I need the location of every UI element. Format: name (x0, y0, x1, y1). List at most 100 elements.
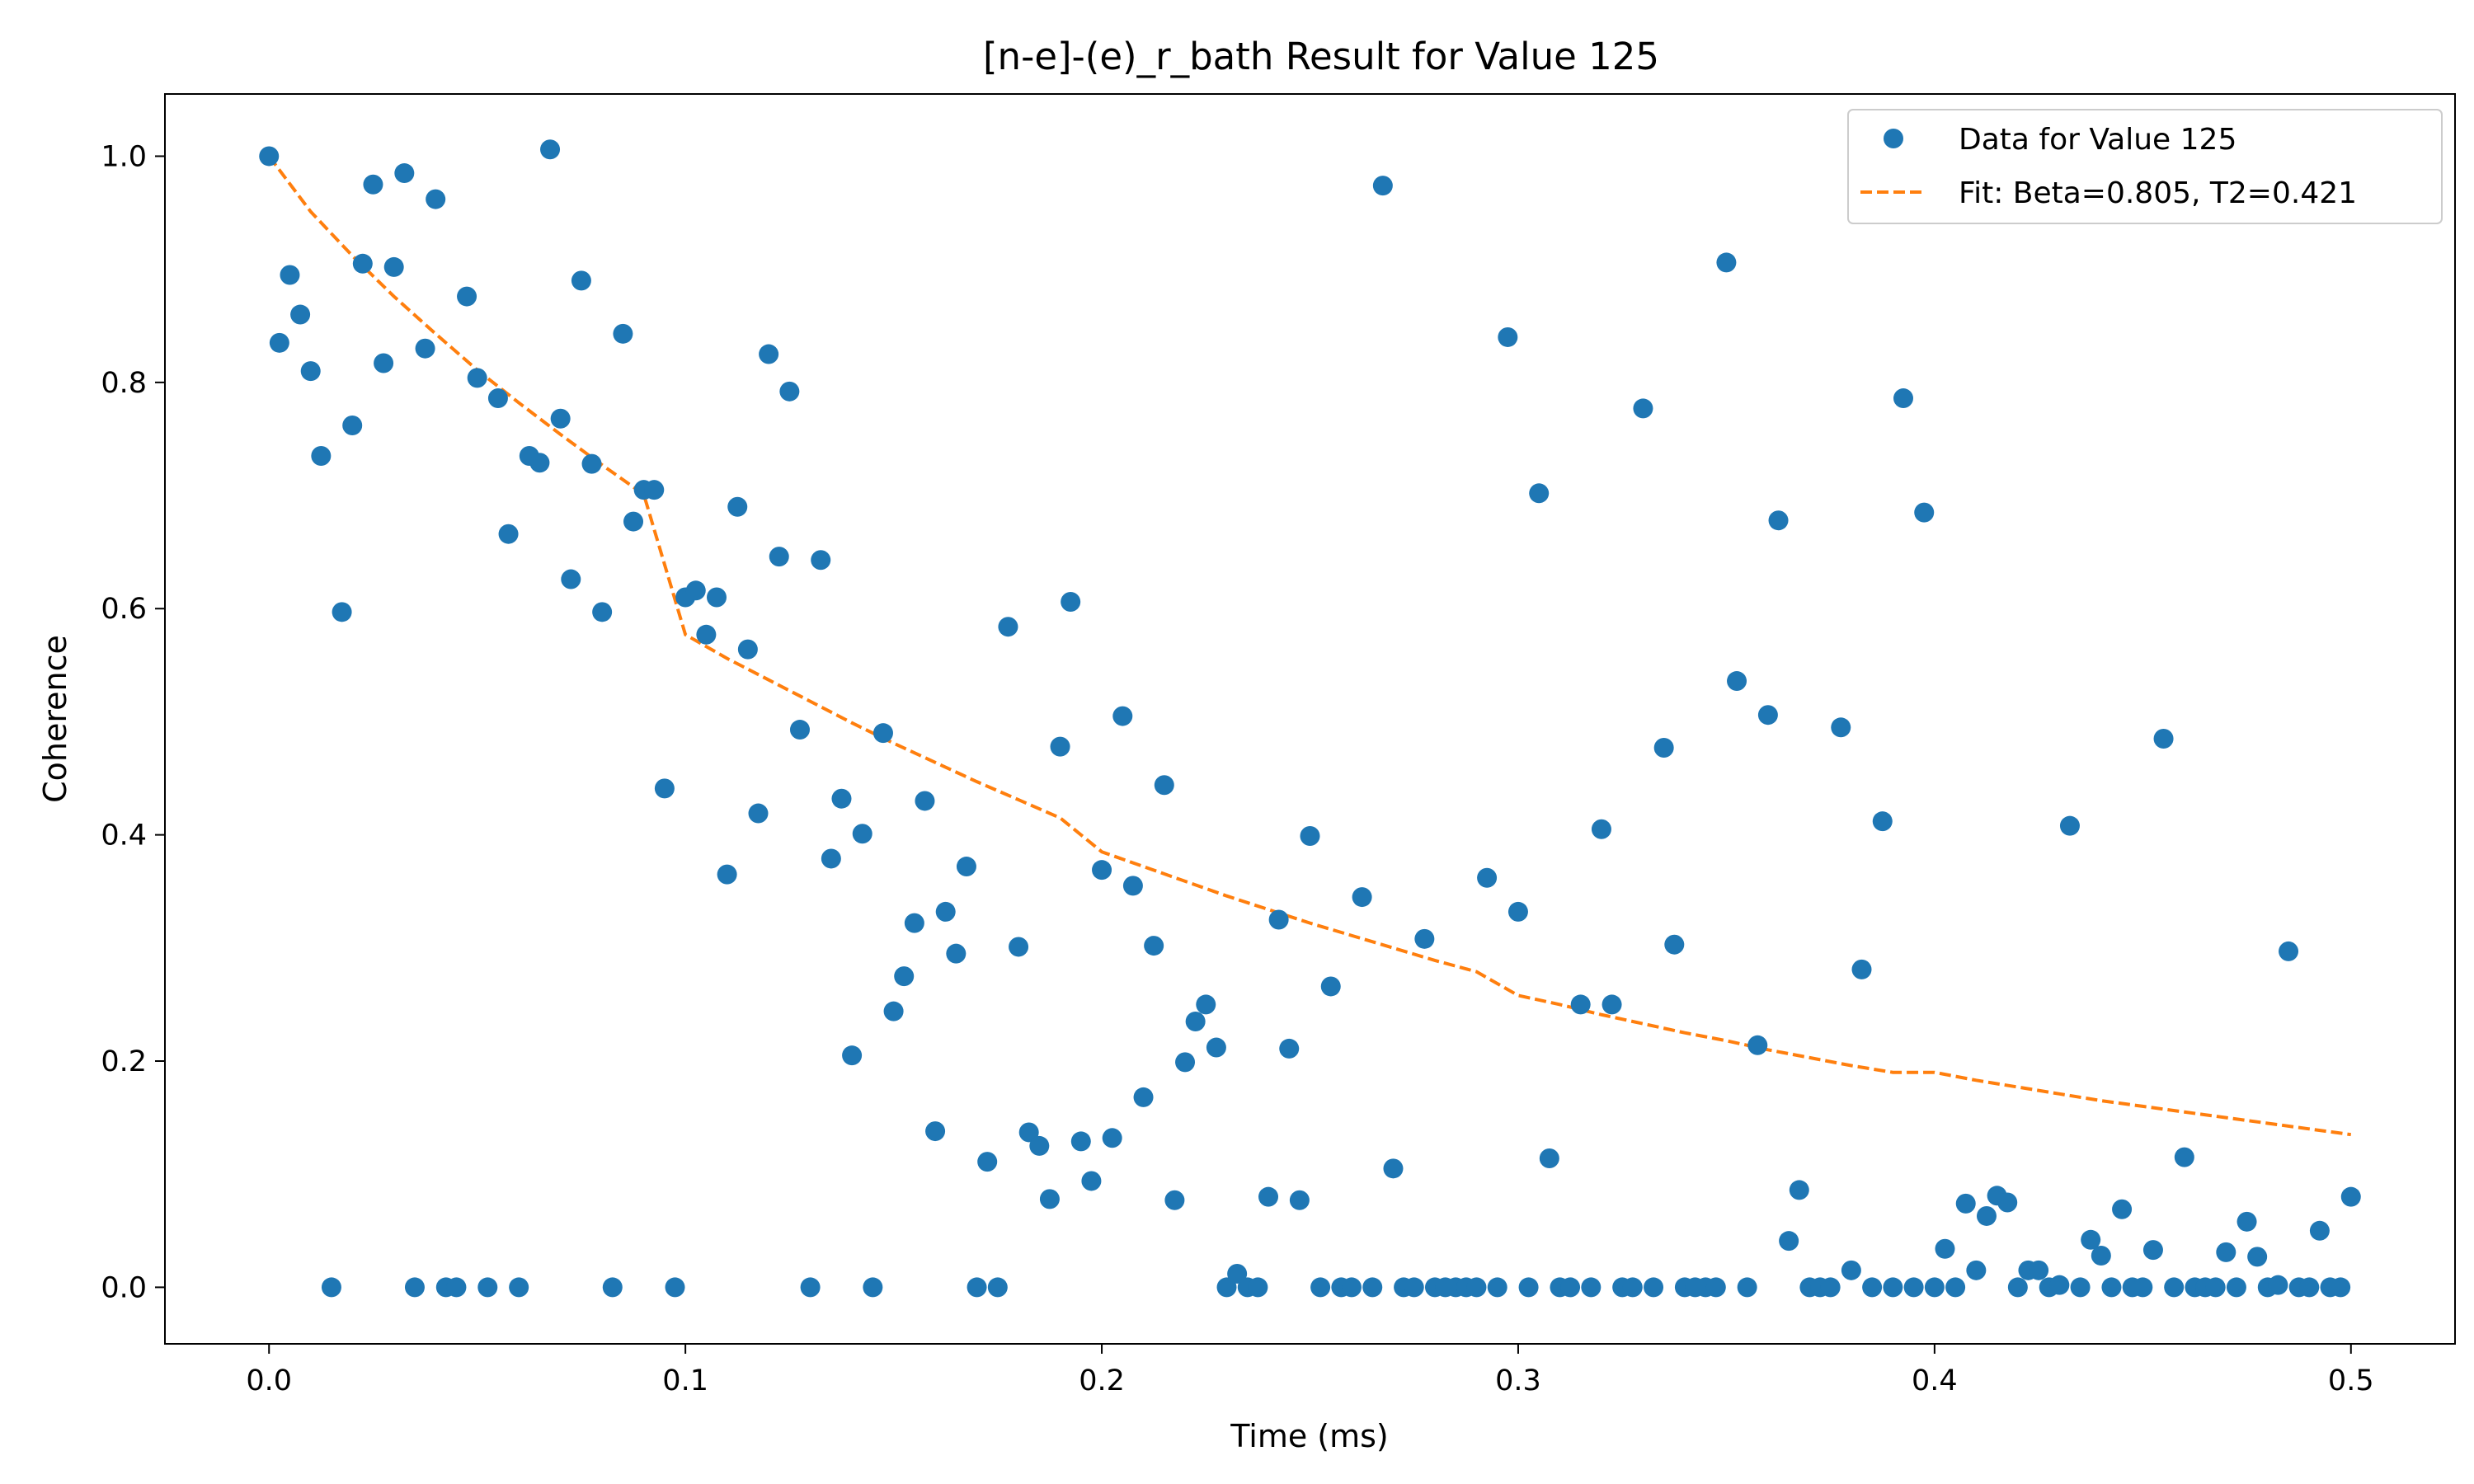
data-point (1300, 826, 1320, 846)
data-point (2071, 1277, 2091, 1297)
data-point (957, 857, 976, 876)
y-tick-label: 0.6 (101, 593, 147, 626)
data-point (873, 723, 893, 743)
data-point (551, 409, 571, 429)
data-point (529, 453, 549, 472)
x-axis-title: Time (ms) (1230, 1418, 1389, 1454)
data-point (1738, 1277, 1757, 1297)
data-point (759, 345, 778, 364)
data-point (655, 778, 675, 798)
data-point (1654, 738, 1674, 758)
y-tick-label: 0.8 (101, 367, 147, 400)
data-point (1904, 1277, 1924, 1297)
data-point (2216, 1242, 2236, 1262)
data-point (1519, 1277, 1539, 1297)
data-point (821, 848, 841, 868)
data-point (623, 512, 643, 532)
data-point (1956, 1194, 1976, 1214)
data-point (2299, 1277, 2319, 1297)
data-point (1352, 887, 1372, 907)
data-point (1862, 1277, 1882, 1297)
data-point (1727, 671, 1747, 691)
data-point (446, 1277, 466, 1297)
data-point (2133, 1277, 2152, 1297)
data-point (790, 720, 810, 740)
legend-label-fit: Fit: Beta=0.805, T2=0.421 (1959, 176, 2357, 210)
data-point (1186, 1012, 1206, 1031)
data-point (2341, 1187, 2361, 1207)
data-point (1029, 1136, 1049, 1156)
data-point (2279, 942, 2298, 961)
data-point (1633, 398, 1653, 418)
data-point (1279, 1039, 1299, 1059)
data-point (1540, 1148, 1559, 1168)
data-point (727, 497, 747, 517)
data-point (1664, 935, 1684, 955)
legend: Data for Value 125 Fit: Beta=0.805, T2=0… (1848, 110, 2442, 223)
data-point (2060, 816, 2080, 836)
data-point (384, 257, 404, 277)
data-point (905, 913, 924, 933)
data-point (1997, 1193, 2017, 1213)
data-point (1644, 1277, 1663, 1297)
data-point (1155, 775, 1174, 795)
data-point (738, 640, 758, 660)
chart-title: [n-e]-(e)_r_bath Result for Value 125 (983, 35, 1659, 78)
data-point (1883, 1277, 1903, 1297)
data-point (946, 944, 966, 964)
data-point (342, 416, 362, 435)
y-axis-title: Coherence (37, 635, 73, 803)
data-point (416, 339, 435, 359)
x-tick-label: 0.2 (1079, 1364, 1125, 1397)
data-point (2029, 1261, 2048, 1280)
data-point (2175, 1148, 2194, 1167)
data-point (2143, 1240, 2163, 1260)
data-point (1092, 860, 1112, 880)
y-tick-label: 0.4 (101, 819, 147, 852)
y-tick-label: 0.2 (101, 1045, 147, 1078)
data-point (1269, 910, 1289, 930)
data-point (1873, 811, 1893, 831)
data-point (1342, 1277, 1362, 1297)
data-point (1592, 819, 1611, 839)
data-point (1581, 1277, 1601, 1297)
data-point (2247, 1247, 2267, 1266)
data-point (1040, 1189, 1060, 1209)
data-point (613, 324, 633, 344)
data-point (1061, 592, 1080, 612)
data-point (1081, 1171, 1101, 1190)
data-point (779, 382, 799, 402)
data-point (925, 1121, 945, 1141)
data-point (1112, 707, 1132, 726)
data-point (801, 1277, 821, 1297)
data-point (967, 1277, 987, 1297)
data-point (426, 190, 445, 209)
data-point (842, 1045, 862, 1065)
data-point (280, 265, 299, 285)
y-tick-label: 0.0 (101, 1271, 147, 1304)
data-point (1914, 503, 1934, 523)
data-point (1852, 960, 1872, 979)
data-point (1790, 1180, 1809, 1200)
data-point (1571, 994, 1591, 1014)
data-point (998, 617, 1018, 636)
data-point (977, 1152, 997, 1172)
data-point (290, 305, 310, 325)
x-tick-label: 0.4 (1912, 1364, 1958, 1397)
data-point (1196, 994, 1216, 1014)
data-point (1414, 929, 1434, 949)
data-point (592, 602, 612, 622)
data-point (2227, 1277, 2246, 1297)
data-point (468, 368, 487, 387)
data-point (2008, 1277, 2028, 1297)
data-point (1009, 937, 1028, 956)
data-point (1175, 1052, 1195, 1072)
data-point (1373, 176, 1393, 195)
data-point (374, 354, 393, 373)
data-point (1051, 737, 1070, 757)
data-point (2164, 1277, 2184, 1297)
data-point (457, 287, 477, 307)
data-point (1383, 1158, 1403, 1178)
data-point (394, 163, 414, 183)
data-point (1508, 902, 1528, 922)
